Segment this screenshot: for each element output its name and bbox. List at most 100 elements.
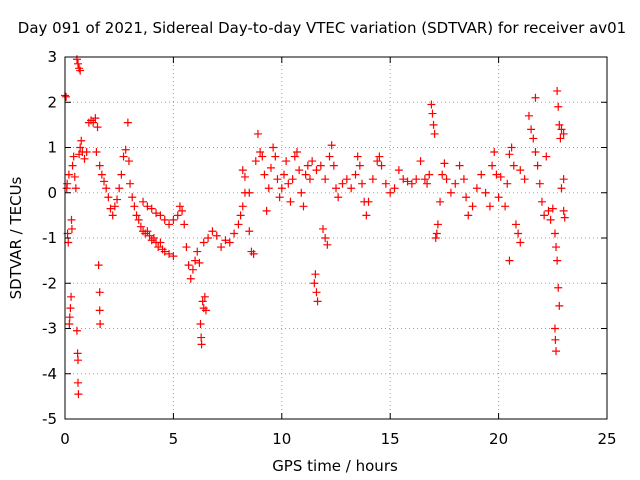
data-point xyxy=(256,148,265,157)
x-tick-label: 25 xyxy=(597,430,616,448)
data-point xyxy=(236,211,245,220)
data-point xyxy=(201,306,210,315)
data-point xyxy=(430,129,439,138)
data-point xyxy=(428,109,437,118)
data-point xyxy=(311,270,320,279)
data-point xyxy=(68,161,77,170)
data-point xyxy=(204,234,213,242)
y-tick-label: -1 xyxy=(42,229,57,247)
data-point xyxy=(377,161,386,170)
data-point xyxy=(100,177,109,186)
data-point xyxy=(95,306,104,315)
data-point xyxy=(269,143,278,152)
data-point xyxy=(286,197,295,206)
data-point xyxy=(301,170,310,179)
data-point xyxy=(104,193,113,202)
x-tick-label: 10 xyxy=(272,430,291,448)
data-point xyxy=(95,161,104,170)
data-point xyxy=(531,148,540,157)
data-point xyxy=(514,229,523,238)
data-point xyxy=(362,211,371,220)
data-point xyxy=(459,175,468,184)
data-point xyxy=(65,313,74,322)
data-point xyxy=(524,111,533,120)
data-point xyxy=(431,234,440,242)
data-point xyxy=(124,157,133,166)
data-point xyxy=(555,301,564,310)
data-point xyxy=(260,170,269,179)
data-point xyxy=(72,326,81,335)
data-point xyxy=(279,170,288,179)
data-point xyxy=(173,211,182,220)
data-point xyxy=(165,249,174,258)
data-point xyxy=(77,136,86,145)
data-point xyxy=(67,215,76,224)
data-point xyxy=(70,172,79,181)
y-tick-label: -3 xyxy=(42,320,57,338)
data-point xyxy=(175,202,184,211)
data-point xyxy=(277,184,286,193)
data-point xyxy=(308,157,317,166)
data-point xyxy=(63,179,72,188)
y-tick-label: 3 xyxy=(47,48,57,66)
data-point xyxy=(429,120,438,129)
data-point xyxy=(238,166,247,175)
data-point xyxy=(208,227,217,236)
data-point xyxy=(342,175,351,184)
data-point xyxy=(108,211,117,220)
data-point xyxy=(364,197,373,206)
y-axis-label: SDTVAR / TECUs xyxy=(7,176,25,299)
data-point xyxy=(143,202,152,211)
data-point xyxy=(312,166,321,175)
data-point xyxy=(188,265,197,274)
data-point xyxy=(490,148,499,157)
data-point xyxy=(128,193,137,202)
data-point xyxy=(552,243,561,252)
data-point xyxy=(501,202,510,211)
data-point xyxy=(119,152,128,161)
data-point xyxy=(554,283,563,292)
data-point xyxy=(72,55,81,64)
grid-lines xyxy=(65,57,607,419)
data-point xyxy=(511,220,520,229)
data-point xyxy=(258,152,267,161)
data-point xyxy=(180,220,189,229)
plot-frame xyxy=(64,56,608,420)
data-point xyxy=(425,170,434,179)
data-point xyxy=(62,92,71,101)
data-point xyxy=(394,166,403,175)
data-point xyxy=(89,118,98,127)
data-point xyxy=(531,93,540,102)
chart-title: Day 091 of 2021, Sidereal Day-to-day VTE… xyxy=(18,19,626,37)
data-point xyxy=(325,152,334,161)
data-point xyxy=(295,166,304,175)
data-point xyxy=(373,157,382,166)
data-point xyxy=(94,261,103,270)
data-point xyxy=(290,152,299,161)
data-point xyxy=(113,195,122,204)
axis-tick-labels: 0 5 10 15 20 25 -5 -4 -3 -2 -1 0 1 2 3 xyxy=(42,48,617,448)
data-point xyxy=(436,197,445,206)
data-point xyxy=(95,288,104,297)
data-point xyxy=(544,206,553,215)
data-point xyxy=(318,224,327,233)
data-point xyxy=(169,215,178,224)
data-point xyxy=(455,161,464,170)
data-point xyxy=(80,154,89,163)
data-point xyxy=(299,202,308,211)
data-point xyxy=(446,188,455,197)
data-point xyxy=(96,319,105,328)
data-point xyxy=(537,197,546,206)
data-point xyxy=(481,188,490,197)
x-tick-label: 15 xyxy=(381,430,400,448)
data-point xyxy=(399,175,408,184)
data-point xyxy=(442,175,451,184)
data-point xyxy=(440,159,449,168)
data-point xyxy=(323,240,332,249)
data-point xyxy=(310,279,319,288)
data-point xyxy=(412,175,421,184)
data-point xyxy=(338,179,347,188)
data-point xyxy=(126,179,135,188)
data-point xyxy=(332,184,340,193)
